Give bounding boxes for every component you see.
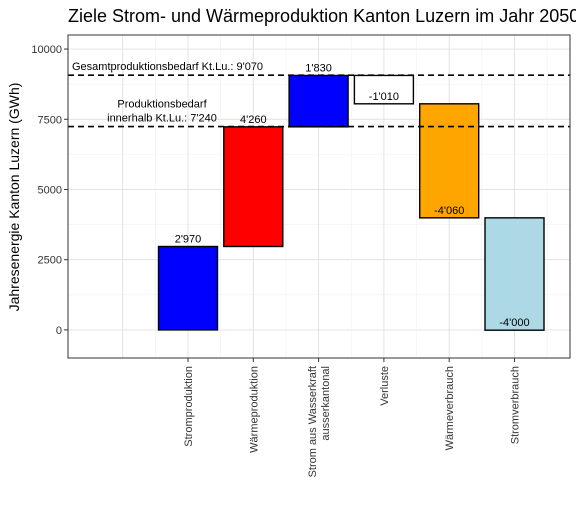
- x-tick-label-group: Stromverbrauch: [510, 366, 522, 444]
- bar-value-label: -4'000: [499, 317, 529, 329]
- reference-line-label: Gesamtproduktionsbedarf Kt.Lu.: 9'070: [72, 61, 263, 73]
- bar-value-label: 1'830: [305, 62, 332, 74]
- reference-label-line: Produktionsbedarf: [117, 99, 207, 111]
- x-tick-label-group: Wärmeverbrauch: [444, 366, 456, 450]
- y-tick-label: 5000: [38, 184, 62, 196]
- x-tick-label-group: Strom aus Wasserkraft ausserkantonal: [307, 366, 332, 477]
- waterfall-bar: [157, 245, 219, 331]
- y-axis: 0 2500 5000 7500 10000: [31, 44, 68, 337]
- x-tick-label: Verluste: [379, 366, 391, 406]
- x-tick-label: ausserkantonal: [320, 366, 332, 441]
- bar-value-label: 2'970: [175, 233, 202, 245]
- bar-value-label: -4'060: [434, 205, 464, 217]
- x-tick-label: Stromverbrauch: [510, 366, 522, 444]
- y-tick-label: 0: [56, 325, 62, 337]
- reference-label-line: Gesamtproduktionsbedarf Kt.Lu.: 9'070: [72, 61, 263, 73]
- waterfall-bar: [484, 217, 545, 331]
- waterfall-bar: [223, 126, 284, 248]
- x-tick-label-group: Verluste: [379, 366, 391, 406]
- chart-title: Ziele Strom- und Wärmeproduktion Kanton …: [68, 6, 576, 26]
- y-tick-label: 7500: [38, 114, 62, 126]
- x-axis: Stromproduktion Wärmeproduktion Strom aus …: [183, 358, 522, 477]
- reference-line-label: Produktionsbedarf innerhalb Kt.Lu.: 7'240: [107, 99, 217, 125]
- y-axis-label: Jahresenergie Kanton Luzern (GWh): [6, 83, 22, 312]
- x-tick-label: Strom aus Wasserkraft: [307, 366, 319, 477]
- x-tick-label: Stromproduktion: [183, 366, 195, 447]
- bar-value-label: -1'010: [369, 91, 399, 103]
- waterfall-bar: [353, 74, 415, 105]
- x-tick-label-group: Stromproduktion: [183, 366, 195, 447]
- y-tick-label: 10000: [31, 44, 62, 56]
- waterfall-bar: [419, 103, 480, 219]
- bar-value-label: 4'260: [240, 114, 267, 126]
- bar-labels: 2'970 4'260 1'830 -1'010 -4'060 -4'000: [175, 62, 530, 329]
- reference-lines: Gesamtproduktionsbedarf Kt.Lu.: 9'070 Pro…: [68, 61, 570, 128]
- reference-label-line: innerhalb Kt.Lu.: 7'240: [107, 113, 217, 125]
- x-tick-label-group: Wärmeproduktion: [248, 366, 260, 453]
- waterfall-bar: [288, 74, 349, 128]
- x-tick-label: Wärmeverbrauch: [444, 366, 456, 450]
- y-tick-label: 2500: [38, 255, 62, 267]
- x-tick-label: Wärmeproduktion: [248, 366, 260, 453]
